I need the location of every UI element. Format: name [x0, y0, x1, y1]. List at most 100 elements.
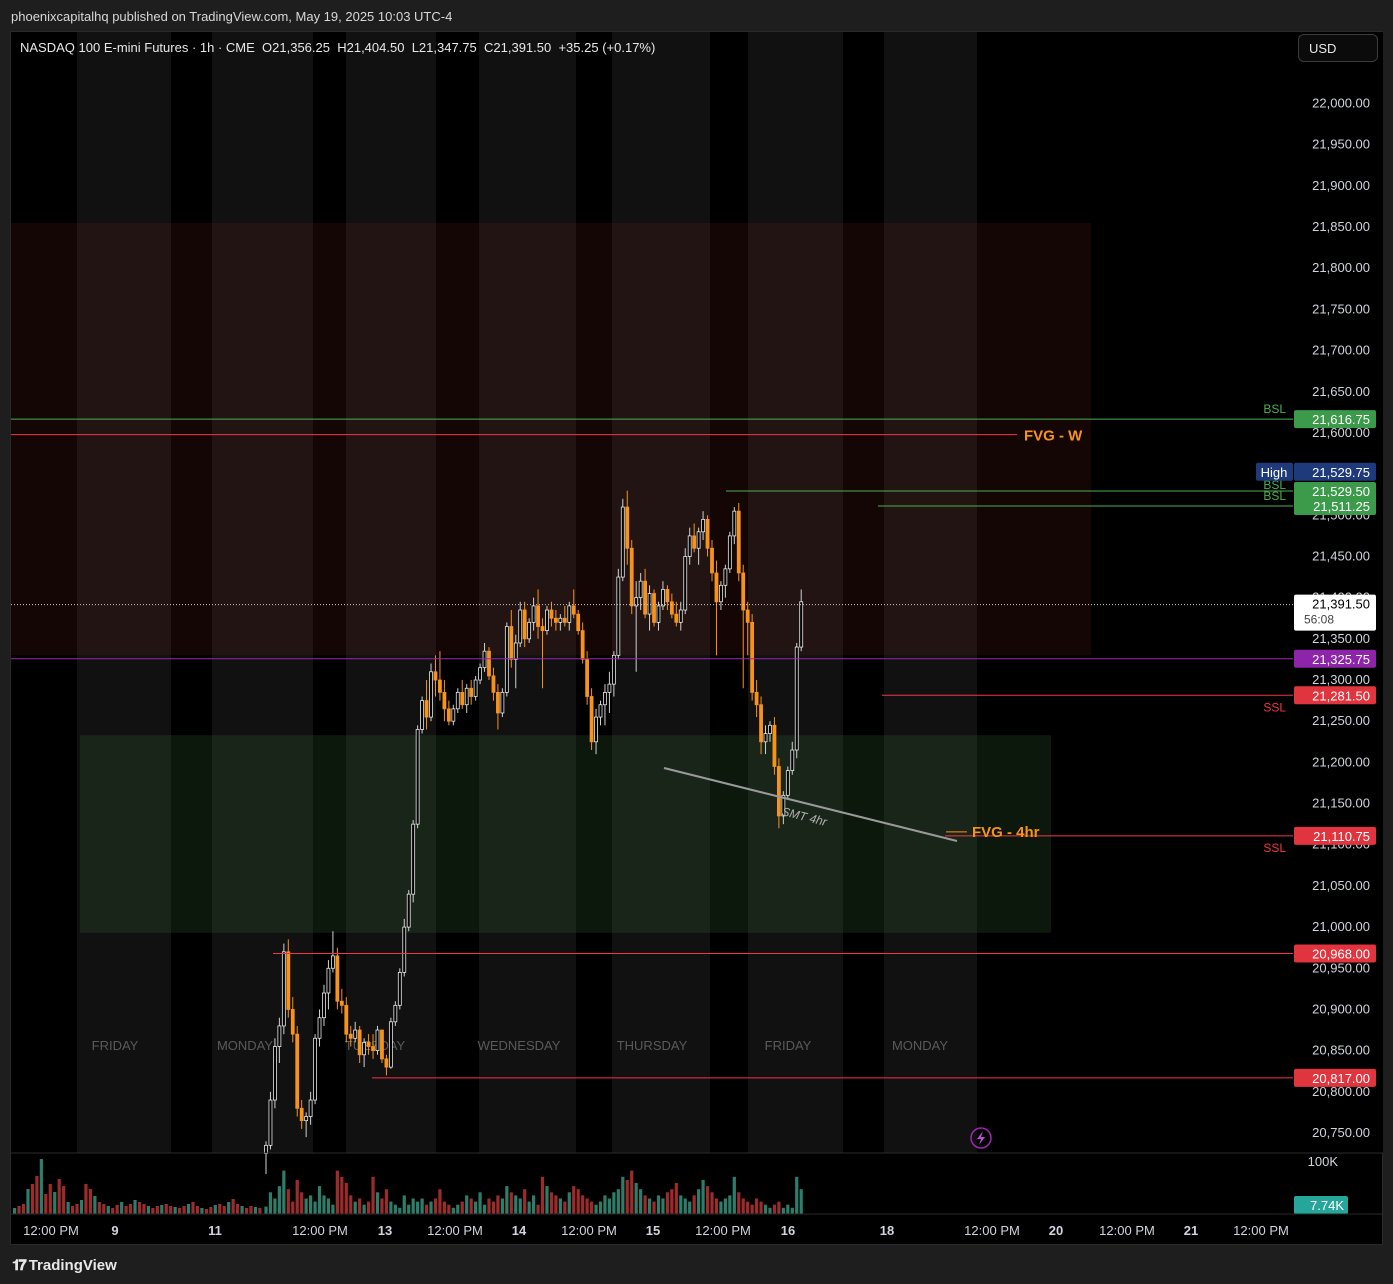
high-tag — [1256, 462, 1293, 481]
volume-bar — [358, 1198, 362, 1214]
y-tick-label: 20,950.00 — [1312, 960, 1370, 975]
volume-bar — [772, 1204, 777, 1214]
candle-body — [701, 519, 705, 533]
ohlc-legend: NASDAQ 100 E-mini Futures · 1h · CME O21… — [20, 40, 655, 55]
volume-bar — [643, 1195, 647, 1214]
volume-bar — [402, 1195, 406, 1214]
volume-bar — [411, 1198, 415, 1214]
volume-bar — [88, 1189, 93, 1214]
volume-bar — [362, 1204, 366, 1214]
volume-bar — [268, 1192, 273, 1214]
volume-bar — [496, 1195, 500, 1214]
candle-body — [531, 605, 536, 623]
volume-bar — [39, 1159, 43, 1214]
publish-bar: phoenixcapitalhq published on TradingVie… — [0, 0, 1393, 32]
volume-bar — [652, 1201, 656, 1214]
candle-body — [362, 1042, 367, 1056]
candle-body — [540, 626, 545, 632]
price-level-value: 20,968.00 — [1312, 946, 1370, 961]
candle-body — [794, 646, 799, 751]
candle-body — [634, 597, 639, 607]
candle-body — [460, 691, 465, 706]
volume-bar — [349, 1195, 353, 1214]
volume-bar — [741, 1198, 745, 1214]
price-level-value: 21,511.25 — [1313, 499, 1370, 514]
volume-bar — [151, 1208, 155, 1214]
volume-bar — [66, 1202, 70, 1214]
candle-body — [580, 630, 585, 660]
volume-bar — [231, 1199, 235, 1214]
volume-bar — [607, 1198, 612, 1214]
volume-bar — [469, 1198, 473, 1214]
x-tick-label: 12:00 PM — [292, 1223, 348, 1238]
volume-bar — [282, 1170, 286, 1214]
candle-body — [603, 691, 607, 706]
x-tick-label: 12:00 PM — [695, 1223, 751, 1238]
tradingview-logo[interactable]: 𝟏𝟕 TradingView — [12, 1257, 117, 1274]
candle-body — [732, 510, 737, 537]
price-axis[interactable] — [1293, 32, 1383, 1153]
candle-body — [705, 519, 710, 549]
y-tick-label: 22,000.00 — [1312, 96, 1370, 111]
session-band — [346, 32, 436, 1153]
volume-bar — [295, 1179, 299, 1214]
fvg-4hr-label: FVG - 4hr — [972, 824, 1040, 841]
volume-bar — [322, 1195, 326, 1214]
volume-bar — [128, 1204, 133, 1214]
candle-body — [781, 794, 786, 817]
volume-bar — [572, 1186, 576, 1214]
candle-body — [509, 626, 514, 660]
volume-bar — [155, 1206, 159, 1214]
x-tick-label: 12:00 PM — [427, 1223, 483, 1238]
volume-bar — [447, 1204, 451, 1214]
volume-bar — [639, 1189, 643, 1214]
volume-bar — [48, 1184, 52, 1214]
volume-bar — [300, 1192, 304, 1214]
session-label: WEDNESDAY — [478, 1038, 561, 1053]
y-tick-label: 21,350.00 — [1312, 631, 1370, 646]
volume-bar — [585, 1198, 589, 1214]
ssl-label: SSL — [1263, 700, 1286, 714]
volume-bar — [612, 1192, 616, 1214]
volume-bar — [656, 1195, 661, 1214]
volume-bar — [625, 1179, 629, 1214]
volume-bar — [705, 1186, 710, 1214]
x-tick-label: 12:00 PM — [23, 1223, 79, 1238]
volume-bar — [35, 1176, 39, 1214]
volume-bar — [647, 1198, 652, 1214]
y-tick-label: 20,900.00 — [1312, 1001, 1370, 1016]
symbol-title[interactable]: NASDAQ 100 E-mini Futures · 1h · CME — [20, 40, 255, 55]
candle-body — [322, 992, 326, 1019]
y-tick-label: 21,600.00 — [1312, 425, 1370, 440]
volume-bar — [781, 1207, 785, 1214]
candle-body — [375, 1029, 380, 1052]
volume-bar — [589, 1201, 594, 1214]
candle-body — [308, 1099, 313, 1117]
price-level-tag — [1294, 826, 1376, 845]
candle-body — [545, 609, 549, 632]
candle-body — [714, 572, 719, 603]
candle-body — [777, 766, 781, 817]
candle-body — [504, 626, 509, 693]
y-tick-label: 21,300.00 — [1312, 672, 1370, 687]
x-tick-label: 12:00 PM — [1099, 1223, 1155, 1238]
candle-body — [567, 605, 572, 623]
volume-bar — [13, 1208, 17, 1214]
lightning-icon[interactable] — [970, 1127, 992, 1149]
candle-body — [286, 951, 291, 1010]
volume-bar — [790, 1207, 794, 1214]
currency-button[interactable]: USD — [1298, 34, 1378, 62]
volume-bar — [719, 1201, 723, 1214]
candle-body — [491, 675, 496, 693]
volume-bar — [777, 1201, 781, 1214]
candle-body — [313, 1037, 317, 1101]
session-band — [748, 32, 843, 1153]
x-tick-label: 13 — [378, 1223, 392, 1238]
candle-body — [611, 654, 616, 685]
high-value-tag — [1294, 462, 1376, 481]
session-label: THURSDAY — [617, 1038, 688, 1053]
candle-body — [455, 691, 460, 710]
open-value: O21,356.25 — [262, 40, 330, 55]
smt-divergence-line[interactable] — [663, 767, 958, 842]
